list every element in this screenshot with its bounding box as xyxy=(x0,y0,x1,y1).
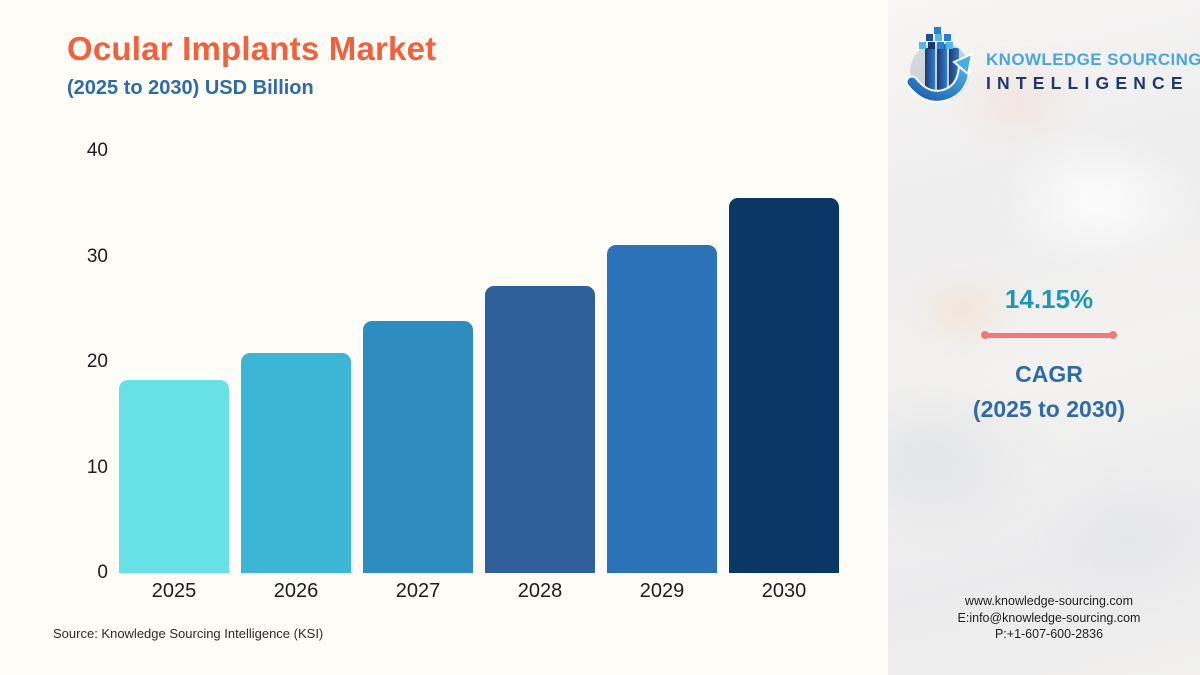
cagr-block: 14.15% CAGR (2025 to 2030) xyxy=(888,284,1200,423)
page-title: Ocular Implants Market xyxy=(67,30,437,67)
page-subtitle: (2025 to 2030) USD Billion xyxy=(67,77,314,99)
x-tick-label: 2026 xyxy=(273,580,319,602)
cagr-label: CAGR xyxy=(1015,361,1083,387)
line-endpoint-dot xyxy=(1109,331,1117,339)
line-endpoint-dot xyxy=(981,331,989,339)
pixel-squares xyxy=(919,27,953,49)
header: Ocular Implants Market (2025 to 2030) US… xyxy=(67,30,436,100)
bar-2029 xyxy=(607,245,717,573)
email: E:info@knowledge-sourcing.com xyxy=(957,610,1141,625)
logo-line1: KNOWLEDGE SOURCING xyxy=(986,50,1200,69)
cagr-divider xyxy=(981,331,1117,339)
company-logo: KNOWLEDGE SOURCING INTELLIGENCE xyxy=(902,24,1200,108)
y-tick-label: 20 xyxy=(86,351,108,372)
x-tick-label: 2027 xyxy=(395,580,441,602)
line-connector xyxy=(988,332,1110,338)
blurred-background-image xyxy=(888,0,1200,675)
y-tick-label: 30 xyxy=(86,245,108,267)
cagr-period: (2025 to 2030) xyxy=(972,396,1126,422)
globe-bars-arrow-icon xyxy=(905,27,974,103)
bar-2026 xyxy=(241,353,351,573)
contact-block: www.knowledge-sourcing.com E:info@knowle… xyxy=(888,593,1200,643)
logo-text: KNOWLEDGE SOURCING INTELLIGENCE xyxy=(986,50,1200,94)
phone: P:+1-607-600-2836 xyxy=(994,627,1104,641)
x-axis-labels: 2025 2026 2027 2028 2029 2030 xyxy=(119,580,839,603)
y-tick-label: 40 xyxy=(86,140,108,161)
bar-chart: 0 10 20 30 40 2025 2026 2027 2028 2029 2030 xyxy=(86,140,839,603)
cagr-value: 14.15% xyxy=(1004,284,1094,314)
logo-line2: INTELLIGENCE xyxy=(986,73,1189,93)
y-tick-label: 0 xyxy=(97,562,108,583)
bar-2030 xyxy=(729,198,839,573)
bar-2027 xyxy=(363,321,473,573)
bar-2025 xyxy=(119,380,229,573)
x-tick-label: 2029 xyxy=(639,580,685,602)
bar-2028 xyxy=(485,286,595,573)
y-tick-label: 10 xyxy=(86,456,108,478)
plot-area xyxy=(119,151,839,573)
x-tick-label: 2025 xyxy=(151,580,197,602)
x-tick-label: 2028 xyxy=(517,580,563,602)
website: www.knowledge-sourcing.com xyxy=(964,594,1134,608)
right-panel: KNOWLEDGE SOURCING INTELLIGENCE 14.15% C… xyxy=(888,0,1200,675)
source-note: Source: Knowledge Sourcing Intelligence … xyxy=(53,626,324,641)
x-tick-label: 2030 xyxy=(761,580,807,602)
